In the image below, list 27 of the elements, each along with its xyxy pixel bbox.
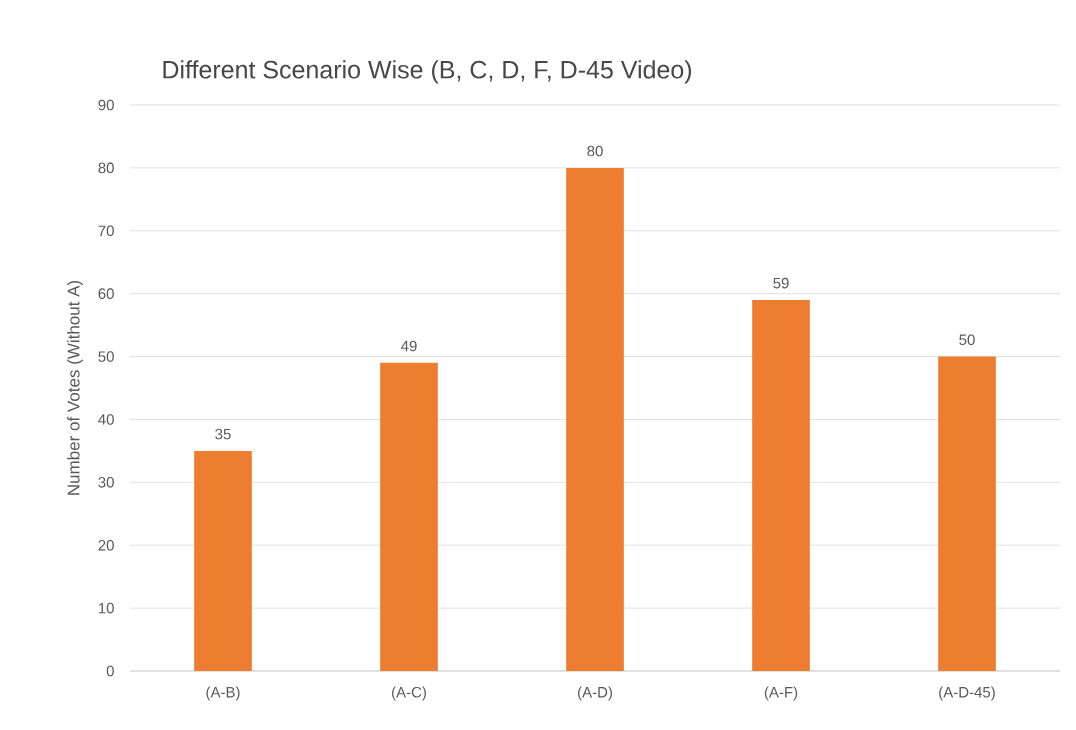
y-tick-label: 60 bbox=[98, 288, 114, 299]
data-label: 50 bbox=[959, 334, 975, 346]
x-tick-label: (A-F) bbox=[764, 686, 798, 701]
y-tick-label: 10 bbox=[98, 602, 114, 614]
x-tick-label: (A-D) bbox=[578, 686, 612, 701]
x-tick-label: (A-C) bbox=[392, 686, 426, 701]
x-tick-label: (A-D-45) bbox=[939, 686, 995, 701]
x-tick-label: (A-B) bbox=[206, 686, 240, 701]
bar bbox=[938, 356, 996, 671]
bar bbox=[194, 450, 252, 671]
chart-title: Different Scenario Wise (B, C, D, F, D-45 Video) bbox=[163, 60, 692, 84]
bar bbox=[566, 167, 624, 671]
y-tick-label: 90 bbox=[98, 99, 114, 111]
y-axis-title: Number of Votes (Without A) bbox=[67, 280, 83, 495]
y-tick-label: 80 bbox=[98, 162, 114, 174]
bar bbox=[752, 299, 810, 671]
data-label: 49 bbox=[401, 340, 417, 352]
y-tick-label: 50 bbox=[98, 351, 114, 362]
y-tick-label: 0 bbox=[106, 665, 114, 677]
bar bbox=[380, 362, 438, 671]
y-tick-label: 40 bbox=[98, 414, 114, 425]
data-label: 80 bbox=[587, 145, 603, 157]
y-tick-label: 30 bbox=[98, 477, 114, 488]
y-tick-label: 20 bbox=[98, 539, 114, 551]
data-label: 35 bbox=[215, 428, 231, 440]
data-label: 59 bbox=[773, 277, 789, 289]
y-tick-label: 70 bbox=[98, 225, 114, 237]
